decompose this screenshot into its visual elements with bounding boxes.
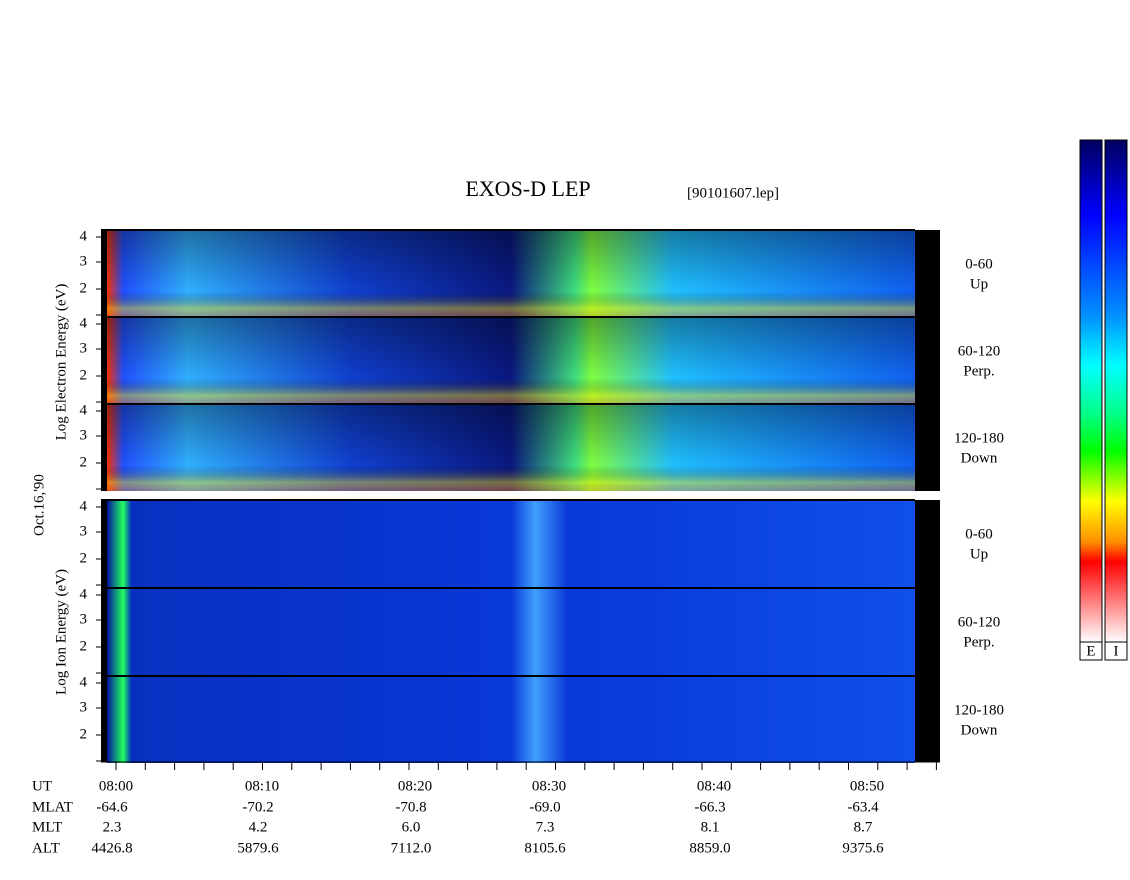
orbit-value: 4.2 (249, 819, 268, 835)
angle-label: 120-180 (954, 430, 1004, 446)
orbit-value: -63.4 (847, 799, 879, 815)
y-tick-label: 4 (80, 315, 88, 331)
orbit-value: 2.3 (103, 819, 122, 835)
spectrogram-panel (107, 677, 915, 763)
y-tick-label: 4 (80, 498, 88, 514)
spectrogram-shade (107, 318, 915, 404)
colorbar-i (1104, 139, 1128, 643)
direction-label: Perp. (963, 634, 994, 650)
date-label: Oct.16,'90 (31, 474, 47, 536)
orbit-value: 08:50 (850, 778, 884, 794)
panel-gap (101, 491, 940, 500)
row-label: ALT (32, 840, 60, 856)
spectrogram-panel (107, 589, 915, 675)
direction-label: Up (970, 546, 988, 562)
angle-label: 0-60 (965, 526, 993, 542)
y-tick-label: 2 (80, 454, 88, 470)
orbit-value: 08:00 (99, 778, 133, 794)
angle-label: 120-180 (954, 702, 1004, 718)
colorbar-label: E (1086, 643, 1095, 659)
orbit-value: -70.8 (395, 799, 426, 815)
y-tick-label: 3 (80, 253, 88, 269)
orbit-value: 8.1 (701, 819, 720, 835)
orbit-value: 4426.8 (91, 840, 132, 856)
row-label: UT (32, 778, 52, 794)
orbit-value: -70.2 (242, 799, 273, 815)
y-tick-label: 4 (80, 674, 88, 690)
row-label: MLT (32, 819, 62, 835)
ion-axis-label: Log Ion Energy (eV) (53, 569, 69, 695)
orbit-value: -66.3 (694, 799, 725, 815)
y-tick-label: 2 (80, 638, 88, 654)
y-tick-label: 3 (80, 611, 88, 627)
orbit-value: 8859.0 (689, 840, 730, 856)
y-tick-label: 4 (80, 586, 88, 602)
orbit-value: 7.3 (536, 819, 555, 835)
orbit-value: 5879.6 (237, 840, 279, 856)
orbit-value: -64.6 (96, 799, 128, 815)
spectrogram-shade (107, 405, 915, 491)
y-tick-label: 2 (80, 367, 88, 383)
y-tick-label: 4 (80, 402, 88, 418)
y-tick-label: 3 (80, 427, 88, 443)
spectrogram-shade (107, 231, 915, 317)
orbit-value: 8105.6 (524, 840, 566, 856)
colorbar-box (1079, 641, 1103, 661)
direction-label: Down (961, 450, 998, 466)
y-tick-label: 3 (80, 523, 88, 539)
y-tick-label: 3 (80, 699, 88, 715)
colorbar-e (1079, 139, 1103, 643)
y-tick-label: 4 (80, 228, 88, 244)
direction-label: Up (970, 276, 988, 292)
y-tick-label: 2 (80, 280, 88, 296)
orbit-value: -69.0 (529, 799, 560, 815)
colorbar: E I (1079, 139, 1128, 661)
title: EXOS-D LEP (465, 176, 590, 201)
panels: 4 3 2 4 3 2 4 3 2 4 3 2 4 3 2 4 3 2 (80, 228, 915, 763)
colorbar-label: I (1114, 643, 1119, 659)
angle-label: 60-120 (958, 614, 1001, 630)
orbit-value: 6.0 (402, 819, 421, 835)
orbit-value: 8.7 (854, 819, 873, 835)
orbit-value: 08:40 (697, 778, 731, 794)
direction-label: Down (961, 722, 998, 738)
electron-axis-label: Log Electron Energy (eV) (53, 284, 69, 441)
y-tick-label: 3 (80, 340, 88, 356)
orbit-value: 08:20 (398, 778, 432, 794)
file-name: [90101607.lep] (687, 185, 779, 201)
direction-label: Perp. (963, 363, 994, 379)
row-label: MLAT (32, 799, 73, 815)
orbit-value: 08:30 (532, 778, 566, 794)
angle-label: 0-60 (965, 256, 993, 272)
y-tick-label: 2 (80, 726, 88, 742)
orbit-value: 7112.0 (391, 840, 432, 856)
orbit-value: 08:10 (245, 778, 279, 794)
spectrogram-panel (107, 501, 915, 587)
orbit-value: 9375.6 (842, 840, 884, 856)
colorbar-box (1104, 641, 1128, 661)
angle-label: 60-120 (958, 343, 1001, 359)
y-tick-label: 2 (80, 550, 88, 566)
